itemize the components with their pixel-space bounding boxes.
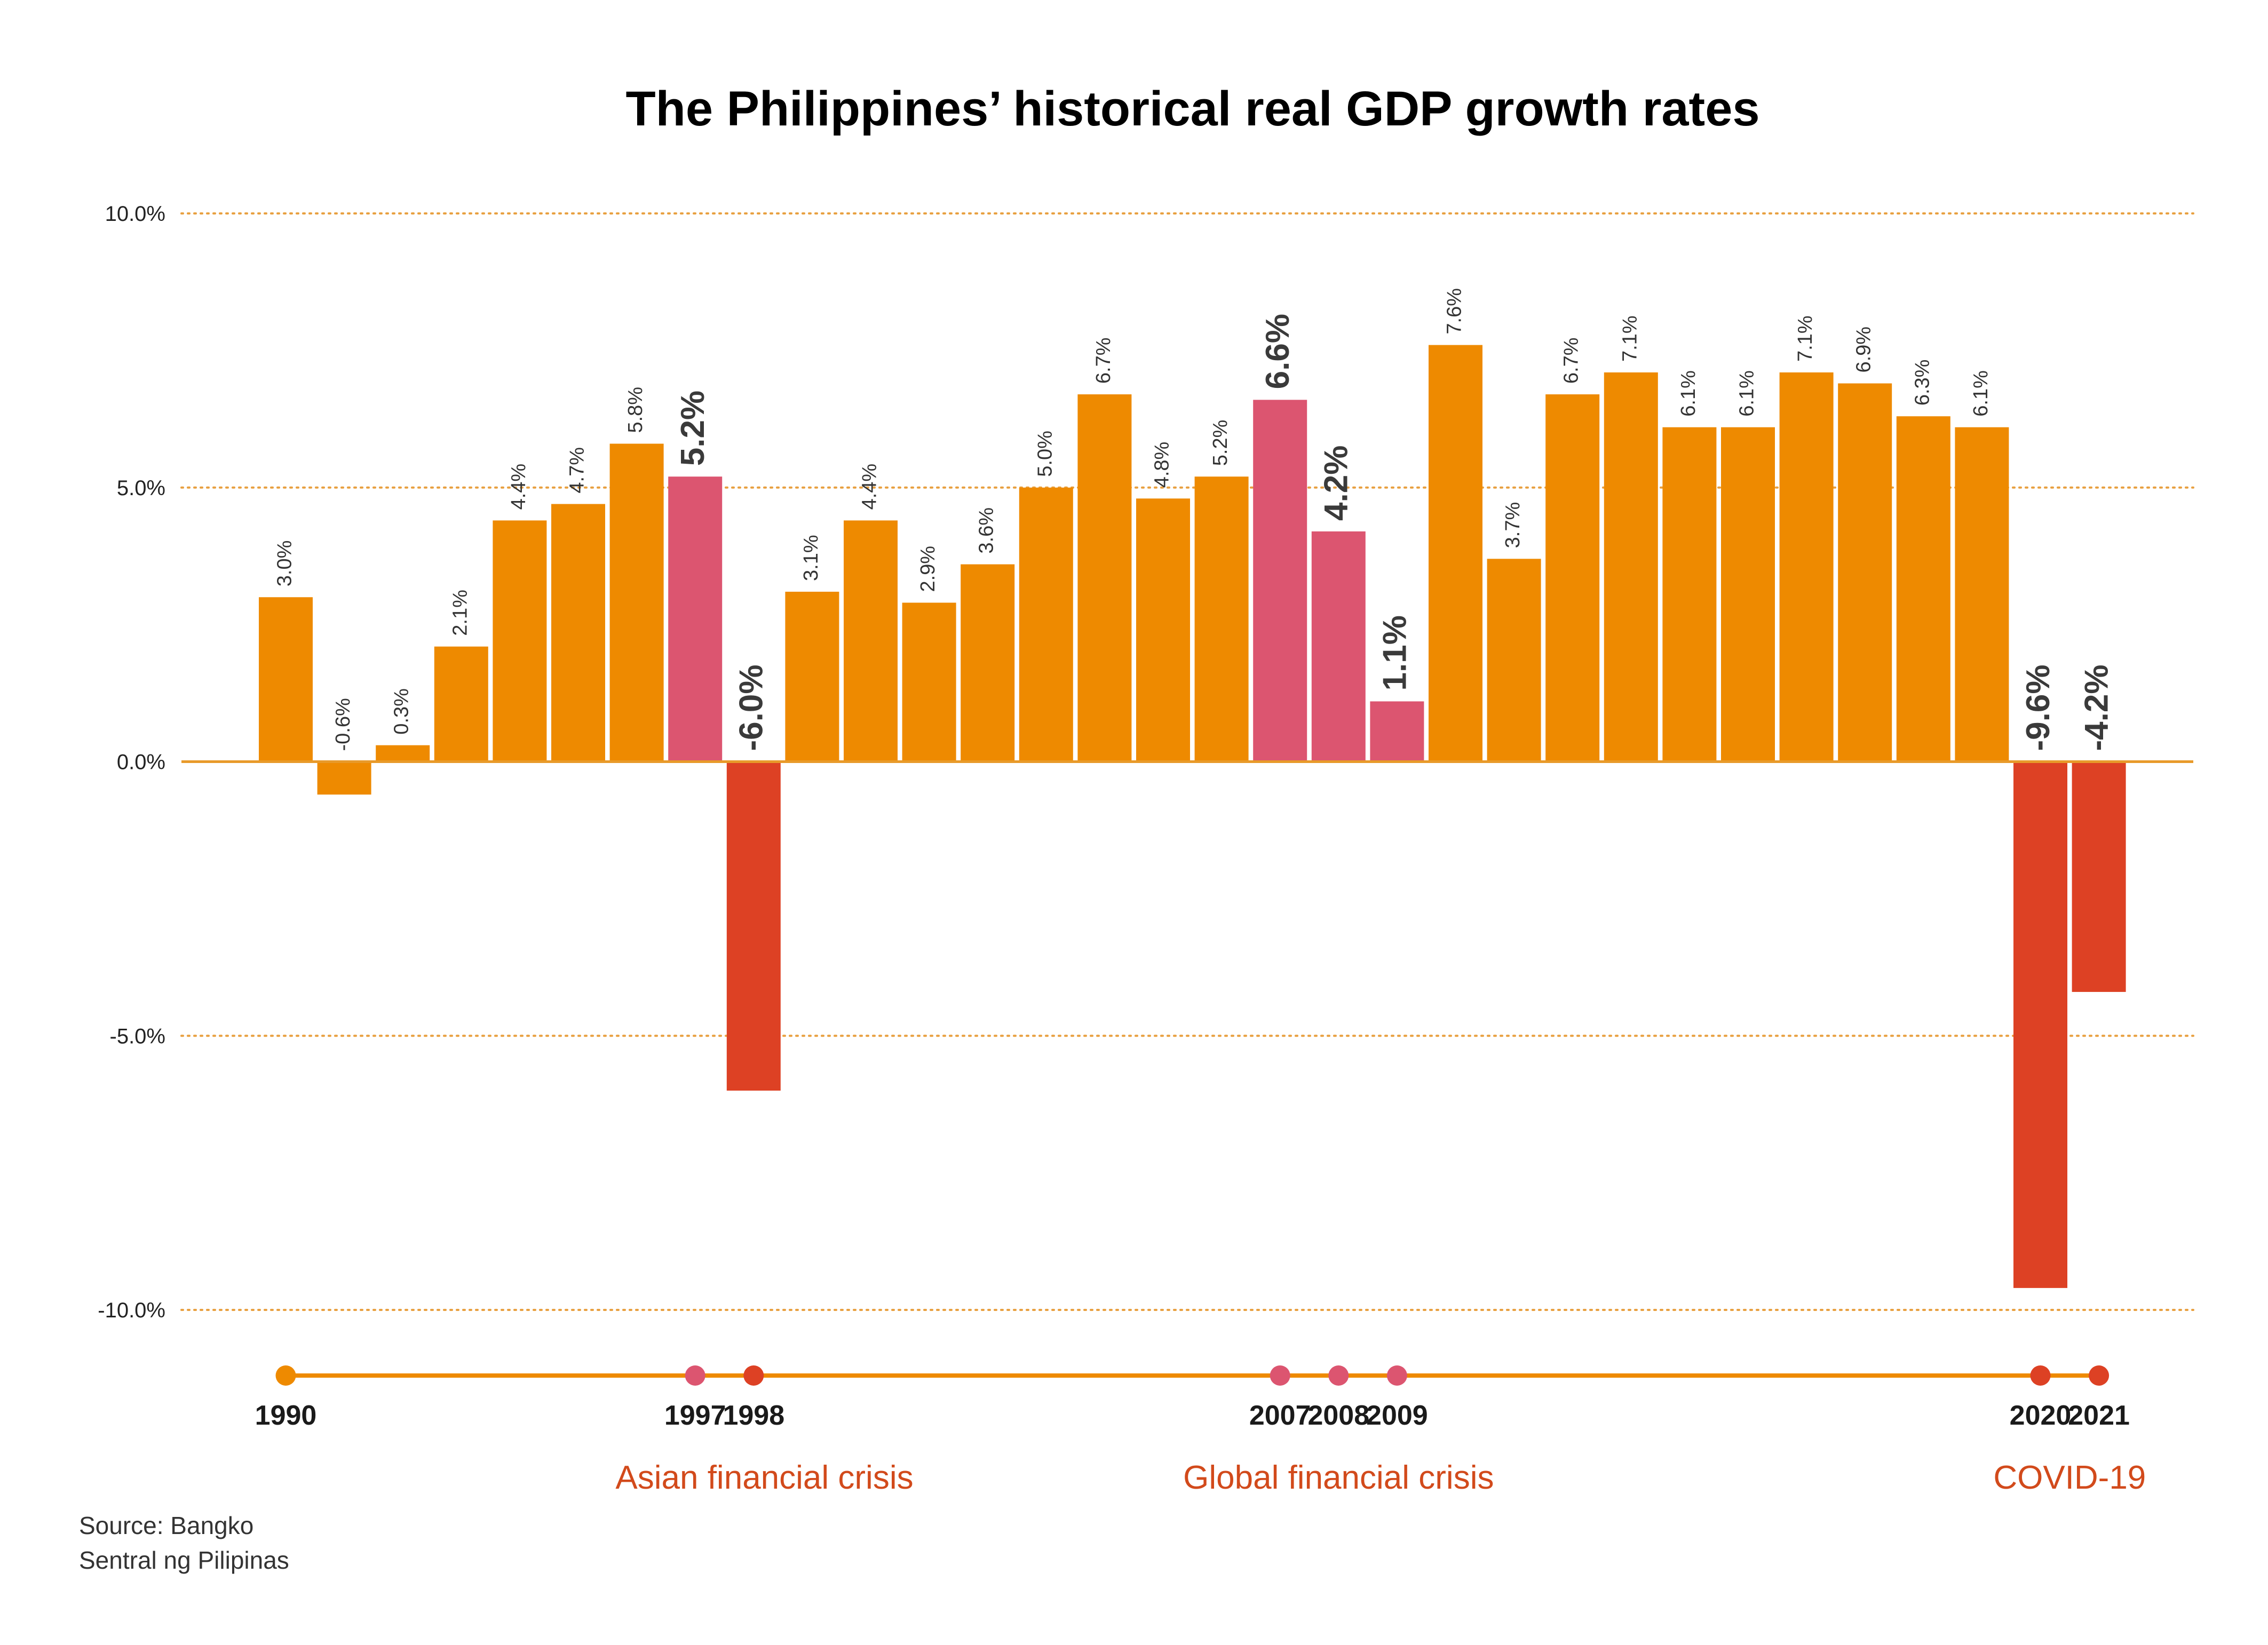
timeline-year-2009: 2009 xyxy=(1366,1400,1428,1431)
y-tick-label: -5.0% xyxy=(110,1024,166,1048)
timeline-year-1990: 1990 xyxy=(255,1400,317,1431)
value-label-2000: 4.4% xyxy=(859,464,881,510)
value-label-2003: 5.0% xyxy=(1034,431,1056,477)
timeline-marker-1990 xyxy=(275,1365,296,1386)
value-label-2021: -4.2% xyxy=(2078,665,2115,751)
value-label-2012: 6.7% xyxy=(1560,337,1583,384)
timeline-year-2008: 2008 xyxy=(1307,1400,1369,1431)
bar-2010 xyxy=(1429,345,1482,762)
value-label-1999: 3.1% xyxy=(800,535,822,581)
bar-2020 xyxy=(2013,761,2067,1288)
bar-2016 xyxy=(1779,372,1834,762)
grid-lines xyxy=(180,212,2194,1311)
value-label-2017: 6.9% xyxy=(1853,327,1875,373)
bar-1993 xyxy=(434,646,488,762)
bar-2014 xyxy=(1662,427,1717,762)
bar-2015 xyxy=(1721,427,1775,762)
value-label-1990: 3.0% xyxy=(274,541,296,587)
bar-1998 xyxy=(726,761,781,1091)
value-label-2011: 3.7% xyxy=(1502,502,1524,549)
timeline-marker-2021 xyxy=(2089,1365,2110,1386)
bar-2018 xyxy=(1896,416,1950,762)
timeline-marker-2009 xyxy=(1386,1365,1407,1386)
value-label-2016: 7.1% xyxy=(1794,315,1817,362)
value-label-1997: 5.2% xyxy=(675,391,711,466)
y-axis-ticks: 10.0% 5.0% 0.0% -5.0% -10.0% xyxy=(98,202,165,1322)
value-label-1996: 5.8% xyxy=(624,387,647,433)
value-label-1995: 4.7% xyxy=(566,447,589,494)
chart-title: The Philippines’ historical real GDP gro… xyxy=(625,82,1759,136)
bar-2001 xyxy=(902,602,956,762)
bar-1995 xyxy=(551,504,605,762)
value-label-2008: 4.2% xyxy=(1318,446,1355,521)
value-label-2013: 7.1% xyxy=(1619,315,1641,362)
bar-2021 xyxy=(2072,761,2126,992)
bar-2007 xyxy=(1253,400,1307,762)
bar-1990 xyxy=(259,597,313,762)
bar-2017 xyxy=(1838,383,1892,762)
timeline-marker-1997 xyxy=(685,1365,705,1386)
value-label-2006: 5.2% xyxy=(1209,420,1232,466)
bars xyxy=(259,345,2126,1288)
bar-2002 xyxy=(961,564,1015,762)
bar-2008 xyxy=(1311,531,1366,762)
y-tick-label: -10.0% xyxy=(98,1299,165,1322)
bar-1992 xyxy=(376,745,430,762)
value-labels: 3.0% -0.6% 0.3% 2.1% 4.4% 4.7% 5.8% 5.2% -6.0% 3.… xyxy=(274,288,2115,751)
value-label-2005: 4.8% xyxy=(1151,442,1173,488)
y-tick-label: 0.0% xyxy=(117,751,165,774)
value-label-2015: 6.1% xyxy=(1736,370,1758,417)
bar-2011 xyxy=(1487,559,1541,762)
value-label-2018: 6.3% xyxy=(1911,360,1933,406)
timeline-marker-2020 xyxy=(2030,1365,2051,1386)
bar-1997 xyxy=(668,476,723,762)
value-label-2004: 6.7% xyxy=(1092,337,1115,384)
bar-1999 xyxy=(785,591,839,762)
crisis-annotation: COVID-19 xyxy=(1993,1459,2146,1496)
source-line-2: Sentral ng Pilipinas xyxy=(79,1546,289,1574)
bar-1994 xyxy=(493,520,547,762)
bar-1991 xyxy=(317,761,371,795)
timeline-marker-1998 xyxy=(743,1365,764,1386)
value-label-1993: 2.1% xyxy=(449,590,471,636)
value-label-2007: 6.6% xyxy=(1259,314,1296,389)
timeline-marker-2007 xyxy=(1270,1365,1290,1386)
value-label-2002: 3.6% xyxy=(976,507,998,554)
bar-2005 xyxy=(1136,498,1190,762)
value-label-2020: -9.6% xyxy=(2020,665,2057,751)
bar-2013 xyxy=(1604,372,1658,762)
y-tick-label: 5.0% xyxy=(117,476,165,500)
timeline-year-2007: 2007 xyxy=(1249,1400,1311,1431)
value-label-1992: 0.3% xyxy=(391,688,413,735)
bar-2006 xyxy=(1194,476,1249,762)
source-line-1: Source: Bangko xyxy=(79,1512,253,1539)
value-label-1991: -0.6% xyxy=(332,698,354,751)
bar-2009 xyxy=(1370,701,1424,762)
crisis-annotation: Global financial crisis xyxy=(1183,1459,1494,1496)
value-label-2009: 1.1% xyxy=(1376,615,1413,690)
value-label-2001: 2.9% xyxy=(917,546,939,592)
bar-1996 xyxy=(609,443,664,762)
value-label-2010: 7.6% xyxy=(1444,288,1466,335)
timeline-marker-2008 xyxy=(1328,1365,1349,1386)
value-label-1998: -6.0% xyxy=(733,665,770,751)
value-label-1994: 4.4% xyxy=(507,464,530,510)
crisis-annotation: Asian financial crisis xyxy=(615,1459,913,1496)
bar-2012 xyxy=(1545,394,1600,762)
crisis-annotations: Asian financial crisis Global financial c… xyxy=(615,1459,2146,1496)
bar-2019 xyxy=(1955,427,2009,762)
value-label-2014: 6.1% xyxy=(1677,370,1700,417)
bar-2000 xyxy=(844,520,898,762)
bar-2003 xyxy=(1019,487,1073,762)
timeline-year-1997: 1997 xyxy=(664,1400,726,1431)
timeline-year-2020: 2020 xyxy=(2010,1400,2072,1431)
bar-2004 xyxy=(1077,394,1132,762)
value-label-2019: 6.1% xyxy=(1970,370,1992,417)
y-tick-label: 10.0% xyxy=(105,202,165,226)
timeline-year-2021: 2021 xyxy=(2068,1400,2130,1431)
timeline-year-1998: 1998 xyxy=(723,1400,784,1431)
